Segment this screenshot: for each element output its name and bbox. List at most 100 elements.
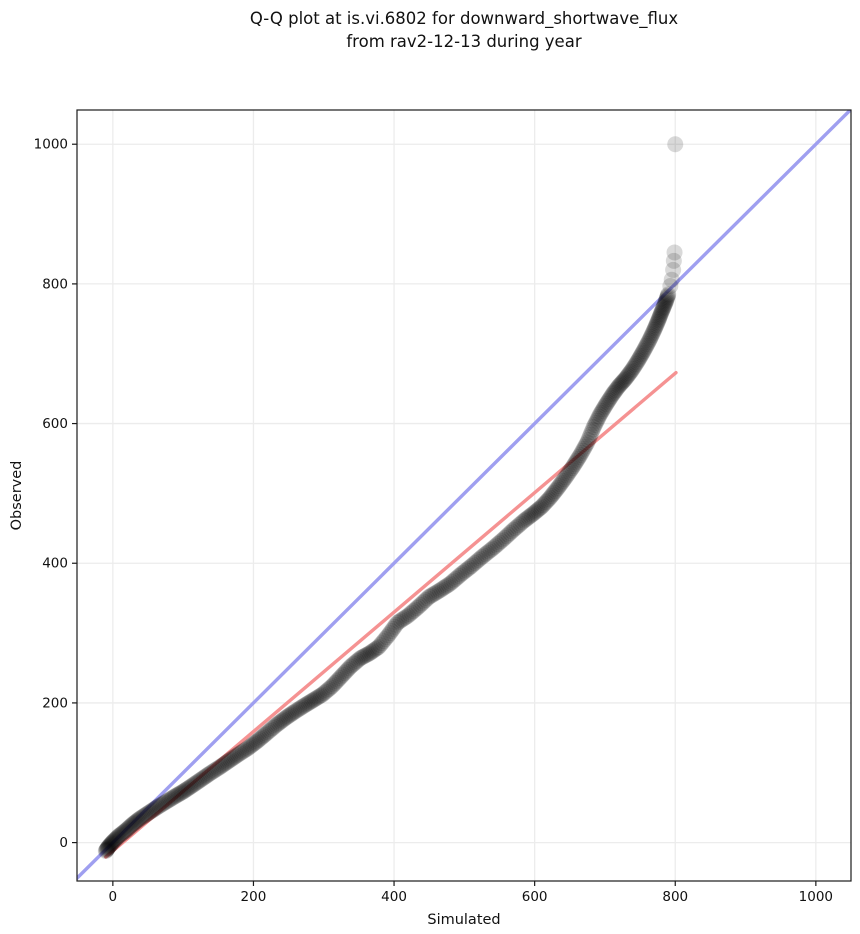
qq-point [294, 698, 311, 715]
qq-point [415, 593, 432, 610]
qq-point [560, 465, 577, 482]
qq-point [525, 505, 542, 522]
qq-point [286, 703, 303, 720]
qq-point [631, 349, 648, 366]
qq-point [330, 671, 347, 688]
qq-point [107, 831, 124, 848]
qq-point [159, 793, 176, 810]
qq-point [654, 301, 671, 318]
qq-point [370, 639, 387, 656]
qq-point [557, 469, 574, 486]
gridlines [77, 110, 851, 881]
qq-point [149, 798, 166, 815]
qq-point [549, 479, 566, 496]
qq-point [147, 800, 164, 817]
qq-point [180, 779, 197, 796]
qq-point [520, 509, 537, 526]
qq-point [234, 743, 251, 760]
qq-point [100, 838, 117, 855]
qq-point [305, 692, 322, 709]
qq-point [122, 818, 139, 835]
qq-point [452, 566, 469, 583]
qq-point [498, 528, 515, 545]
qq-point [666, 244, 683, 261]
qq-point [173, 784, 190, 801]
qq-point [477, 546, 494, 563]
qq-point [562, 461, 579, 478]
qq-point [165, 789, 182, 806]
qq-point [233, 744, 250, 761]
qq-point [519, 510, 536, 527]
qq-point [463, 558, 480, 575]
qq-point [105, 832, 122, 849]
qq-point [433, 581, 450, 598]
qq-point [113, 825, 130, 842]
x-tick-label-0: 0 [109, 889, 118, 905]
qq-point [176, 782, 193, 799]
y-tick-label-0: 0 [59, 835, 68, 851]
qq-point [648, 315, 665, 332]
qq-point [189, 773, 206, 790]
qq-point [533, 498, 550, 515]
qq-point [369, 640, 386, 657]
qq-point [606, 383, 623, 400]
qq-point [542, 489, 559, 506]
x-tick-label-600: 600 [522, 889, 548, 905]
qq-point [574, 442, 591, 459]
qq-point [657, 294, 674, 311]
qq-point [137, 807, 154, 824]
qq-point [205, 763, 222, 780]
qq-point [144, 802, 161, 819]
qq-point [116, 823, 133, 840]
qq-point [405, 603, 422, 620]
qq-point [194, 770, 211, 787]
qq-point [134, 808, 151, 825]
qq-point [516, 512, 533, 529]
qq-point [604, 386, 621, 403]
qq-point [217, 754, 234, 771]
qq-point [248, 733, 265, 750]
qq-point [97, 842, 114, 859]
qq-point [389, 614, 406, 631]
qq-point [177, 781, 194, 798]
qq-point [580, 431, 597, 448]
qq-point [445, 572, 462, 589]
axis-ticks [72, 143, 817, 886]
qq-point [102, 837, 119, 854]
qq-point [112, 826, 129, 843]
qq-point [599, 394, 616, 411]
qq-point [291, 700, 308, 717]
qq-point [219, 753, 236, 770]
qq-point [620, 366, 637, 383]
qq-point [182, 778, 199, 795]
qq-point [419, 590, 436, 607]
qq-point [239, 740, 256, 757]
qq-point [509, 518, 526, 535]
chart-title-line2: from rav2-12-13 during year [346, 32, 582, 52]
qq-points [97, 136, 684, 859]
y-tick-label-600: 600 [42, 416, 68, 432]
qq-point [626, 357, 643, 374]
qq-point [558, 467, 575, 484]
qq-point [613, 375, 630, 392]
qq-point [141, 804, 158, 821]
qq-point [388, 616, 405, 633]
qq-point [284, 705, 301, 722]
qq-point [263, 721, 280, 738]
qq-point [414, 595, 431, 612]
identity-line [77, 110, 851, 881]
qq-point [154, 795, 171, 812]
qq-point [593, 404, 610, 421]
qq-point [454, 565, 471, 582]
qq-point [545, 484, 562, 501]
qq-point [358, 646, 375, 663]
qq-point [222, 751, 239, 768]
qq-point [277, 710, 294, 727]
qq-point [437, 578, 454, 595]
qq-point [327, 674, 344, 691]
qq-point [400, 607, 417, 624]
qq-point [123, 817, 140, 834]
qq-point [157, 794, 174, 811]
qq-point [656, 297, 673, 314]
qq-point [587, 414, 604, 431]
